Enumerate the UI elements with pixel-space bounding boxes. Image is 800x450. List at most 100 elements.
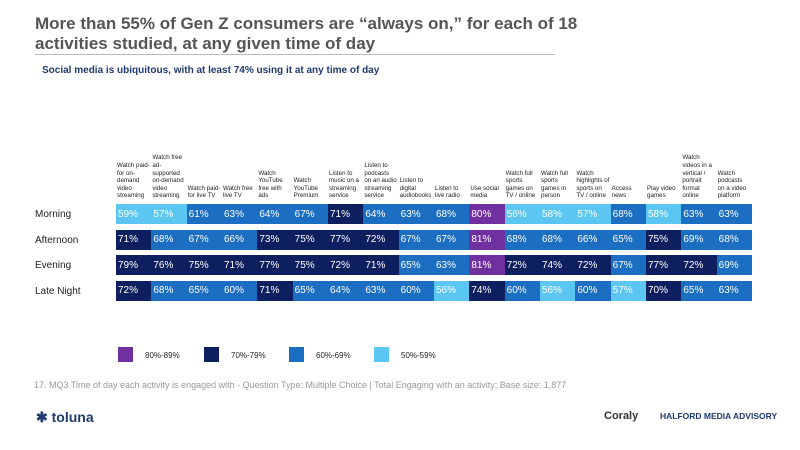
cell-label: 71% bbox=[330, 208, 351, 220]
cell-label: 58% bbox=[542, 208, 563, 220]
heat-cell: 64% bbox=[257, 204, 293, 224]
cell-label: 75% bbox=[188, 259, 209, 271]
legend-label: 50%-59% bbox=[401, 351, 436, 360]
cell-label: 65% bbox=[683, 285, 704, 297]
heat-cell: 72% bbox=[328, 255, 364, 276]
heat-cell: 68% bbox=[540, 229, 576, 250]
column-header-text: Listen to digital audiobooks bbox=[399, 177, 432, 200]
heat-cell: 71% bbox=[222, 255, 258, 276]
heat-cell: 63% bbox=[716, 280, 752, 301]
cell-label: 65% bbox=[294, 285, 315, 297]
column-header-text: Access news bbox=[611, 184, 632, 200]
cell-label: 56% bbox=[542, 285, 563, 297]
column-header: Watch paid-for on-demand video streaming bbox=[117, 140, 150, 200]
heat-cell: 60% bbox=[504, 280, 540, 301]
cell-label: 63% bbox=[436, 259, 457, 271]
title: More than 55% of Gen Z consumers are “al… bbox=[35, 14, 578, 53]
cell-label: 67% bbox=[400, 234, 421, 246]
cell-label: 70% bbox=[648, 285, 669, 297]
heat-cell: 58% bbox=[646, 204, 682, 224]
cell-label: 59% bbox=[118, 208, 139, 220]
cell-label: 57% bbox=[153, 208, 174, 220]
heat-cell: 66% bbox=[222, 229, 258, 250]
heat-cell: 63% bbox=[681, 204, 717, 224]
cell-label: 79% bbox=[118, 259, 139, 271]
column-header: Play video games bbox=[647, 140, 680, 200]
column-header-text: Listen to podcasts on an audio streaming… bbox=[364, 162, 397, 200]
heat-cell: 79% bbox=[116, 255, 152, 276]
heat-cell: 75% bbox=[186, 255, 222, 276]
logo: Coraly bbox=[604, 410, 639, 422]
heat-cell: 75% bbox=[646, 229, 682, 250]
cell-label: 67% bbox=[612, 259, 633, 271]
cell-label: 67% bbox=[188, 234, 209, 246]
heat-cell: 56% bbox=[434, 280, 470, 301]
cell-label: 63% bbox=[718, 208, 739, 220]
heat-cell: 60% bbox=[575, 280, 611, 301]
cell-label: 56% bbox=[506, 208, 527, 220]
column-header-text: Watch videos in a vertical / portrait fo… bbox=[682, 154, 712, 200]
heat-cell: 65% bbox=[610, 229, 646, 250]
heat-cell: 56% bbox=[540, 280, 576, 301]
heat-cell: 63% bbox=[222, 204, 258, 224]
heat-cell: 65% bbox=[186, 280, 222, 301]
column-header: Watch podcasts on a video platform bbox=[718, 140, 751, 200]
heat-cell: 67% bbox=[610, 255, 646, 276]
cell-label: 68% bbox=[718, 234, 739, 246]
footnote: 17. MQ3 Time of day each activity is eng… bbox=[34, 380, 567, 390]
heat-cell: 60% bbox=[222, 280, 258, 301]
cell-label: 57% bbox=[612, 285, 633, 297]
legend-swatch bbox=[118, 347, 133, 362]
column-header-text: Watch free live TV bbox=[223, 184, 253, 200]
legend-swatch bbox=[374, 347, 389, 362]
cell-label: 73% bbox=[259, 234, 280, 246]
cell-label: 67% bbox=[436, 234, 457, 246]
heat-cell: 63% bbox=[398, 204, 434, 224]
heat-cell: 74% bbox=[469, 280, 505, 301]
cell-label: 74% bbox=[542, 259, 563, 271]
row-label: Afternoon bbox=[35, 234, 79, 246]
cell-label: 71% bbox=[365, 259, 386, 271]
heat-cell: 65% bbox=[681, 280, 717, 301]
column-header: Listen to digital audiobooks bbox=[400, 140, 433, 200]
heat-cell: 69% bbox=[716, 255, 752, 276]
cell-label: 75% bbox=[648, 234, 669, 246]
heat-cell: 63% bbox=[716, 204, 752, 224]
cell-label: 65% bbox=[612, 234, 633, 246]
column-header: Watch free live TV bbox=[223, 140, 256, 200]
cell-label: 57% bbox=[577, 208, 598, 220]
heat-cell: 71% bbox=[363, 255, 399, 276]
column-header-text: Watch paid-for live TV bbox=[187, 184, 221, 200]
column-header-text: Listen to music on a streaming service bbox=[329, 169, 359, 200]
column-header-text: Watch highlights of sports on TV / onlin… bbox=[576, 169, 610, 200]
heat-cell: 71% bbox=[116, 229, 152, 250]
cell-label: 68% bbox=[612, 208, 633, 220]
heat-cell: 65% bbox=[398, 255, 434, 276]
heat-cell: 68% bbox=[504, 229, 540, 250]
cell-label: 72% bbox=[577, 259, 598, 271]
cell-label: 81% bbox=[471, 234, 492, 246]
heat-cell: 64% bbox=[328, 280, 364, 301]
cell-label: 66% bbox=[224, 234, 245, 246]
heat-cell: 76% bbox=[151, 255, 187, 276]
column-header-text: Watch full sports games on TV / online bbox=[505, 169, 536, 200]
heat-cell: 63% bbox=[434, 255, 470, 276]
cell-label: 60% bbox=[224, 285, 245, 297]
heat-cell: 77% bbox=[257, 255, 293, 276]
logo-mark: ✱ bbox=[36, 409, 52, 425]
heat-cell: 71% bbox=[257, 280, 293, 301]
cell-label: 68% bbox=[542, 234, 563, 246]
column-header-text: Play video games bbox=[647, 184, 676, 200]
column-header: Listen to music on a streaming service bbox=[329, 140, 362, 200]
cell-label: 68% bbox=[153, 285, 174, 297]
cell-label: 64% bbox=[259, 208, 280, 220]
heat-cell: 56% bbox=[504, 204, 540, 224]
cell-label: 81% bbox=[471, 259, 492, 271]
cell-label: 63% bbox=[224, 208, 245, 220]
heat-cell: 72% bbox=[504, 255, 540, 276]
column-header-text: Watch YouTube Premium bbox=[293, 177, 319, 200]
heat-cell: 77% bbox=[646, 255, 682, 276]
cell-label: 71% bbox=[224, 259, 245, 271]
cell-label: 56% bbox=[436, 285, 457, 297]
heat-cell: 58% bbox=[540, 204, 576, 224]
